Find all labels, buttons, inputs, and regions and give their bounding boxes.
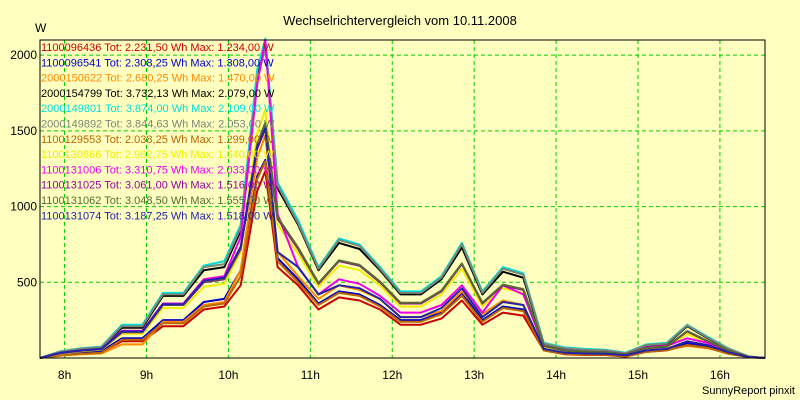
legend-entry: 1100130866 Tot: 2.962,75 Wh Max: 1.640,0… bbox=[41, 149, 274, 161]
y-tick-label: 500 bbox=[17, 275, 37, 289]
legend-entry: 1100131074 Tot: 3.187,25 Wh Max: 1.518,0… bbox=[41, 210, 274, 222]
series-line bbox=[39, 160, 766, 359]
y-tick-label: 2000 bbox=[10, 48, 37, 62]
legend-entry: 1100131025 Tot: 3.061,00 Wh Max: 1.516,0… bbox=[41, 180, 274, 192]
series-line bbox=[39, 127, 766, 359]
chart-title: Wechselrichtervergleich vom 10.11.2008 bbox=[283, 13, 517, 28]
legend-entry: 1100131062 Tot: 3.048,50 Wh Max: 1.555,0… bbox=[41, 195, 274, 207]
series-lines bbox=[39, 37, 766, 359]
series-line bbox=[39, 46, 766, 359]
legend-entry: 1100096541 Tot: 2.308,25 Wh Max: 1.308,0… bbox=[41, 57, 274, 69]
x-tick-label: 14h bbox=[546, 368, 566, 382]
y-tick-label: 1000 bbox=[10, 200, 37, 214]
x-tick-label: 8h bbox=[58, 368, 71, 382]
legend-entry: 2000150622 Tot: 2.680,25 Wh Max: 1.470,0… bbox=[41, 73, 275, 85]
grid bbox=[40, 40, 765, 358]
plot-frame bbox=[39, 39, 766, 359]
legend-entry: 1100131006 Tot: 3.310,75 Wh Max: 2.033,0… bbox=[41, 164, 274, 176]
legend-entry: 2000149892 Tot: 3.844,63 Wh Max: 2.053,0… bbox=[41, 119, 275, 131]
x-tick-label: 10h bbox=[218, 368, 238, 382]
x-tick-label: 9h bbox=[140, 368, 153, 382]
y-axis-label: W bbox=[35, 21, 47, 35]
legend-entry: 1100129553 Tot: 2.038,25 Wh Max: 1.299,0… bbox=[41, 134, 274, 146]
x-tick-label: 13h bbox=[464, 368, 484, 382]
credit-label: SunnyReport pinxit bbox=[702, 385, 795, 397]
legend: 1100096436 Tot: 2.231,50 Wh Max: 1.234,0… bbox=[41, 42, 275, 222]
x-tick-label: 16h bbox=[710, 368, 730, 382]
legend-entry: 1100096436 Tot: 2.231,50 Wh Max: 1.234,0… bbox=[41, 42, 274, 54]
x-tick-label: 15h bbox=[628, 368, 648, 382]
x-tick-label: 12h bbox=[382, 368, 402, 382]
y-tick-label: 1500 bbox=[10, 124, 37, 138]
axes: 500 1000 1500 2000 8h 9h 10h 11h 12h 13h 14h 15h 16h bbox=[10, 39, 766, 382]
legend-entry: 2000149801 Tot: 3.874,00 Wh Max: 2.109,0… bbox=[41, 103, 275, 115]
legend-entry: 2000154799 Tot: 3.732,13 Wh Max: 2.079,0… bbox=[41, 88, 275, 100]
x-tick-label: 11h bbox=[301, 368, 320, 382]
